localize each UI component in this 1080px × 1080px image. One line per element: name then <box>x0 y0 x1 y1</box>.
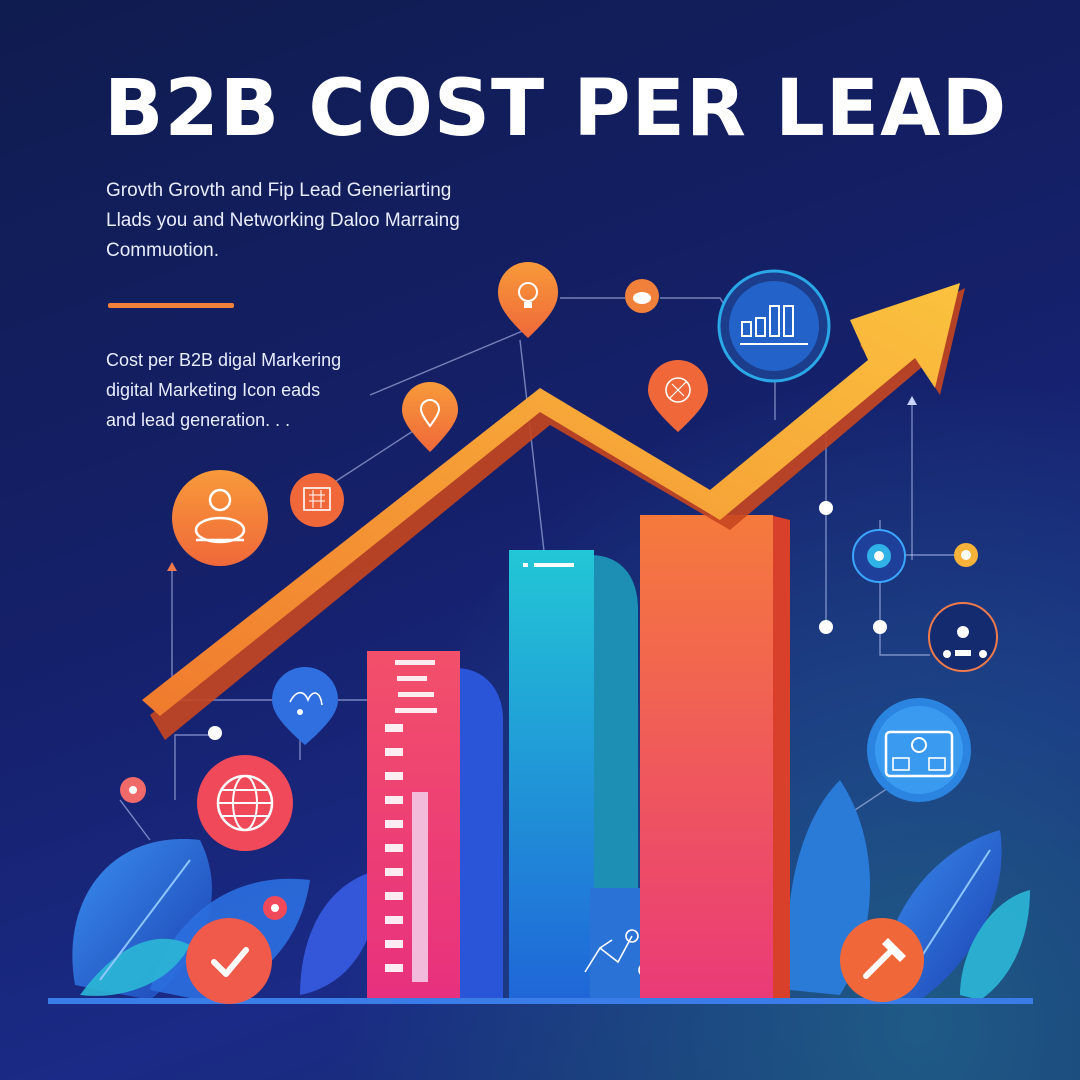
body-text-line: digital Marketing Icon eads <box>106 380 321 400</box>
subtitle-line: Llads you and Networking Daloo Marraing <box>106 210 460 231</box>
checkmark-icon <box>186 918 272 1004</box>
page-title: B2B COST PER LEAD <box>104 64 1008 154</box>
bar-orange <box>640 515 773 1000</box>
globe-icon <box>197 755 293 851</box>
accent-divider <box>108 303 234 308</box>
map-pin-people-icon <box>648 360 708 432</box>
gear-icon <box>625 279 659 313</box>
bar-cyan <box>509 550 594 1000</box>
id-card-icon <box>867 698 971 802</box>
subtitle-line: Commuotion. <box>106 240 219 261</box>
body-text-line: and lead generation. . . <box>106 410 291 430</box>
body-text: Cost per B2B digal Markering digital Mar… <box>106 345 426 435</box>
connector-dots <box>208 501 887 740</box>
body-text-line: Cost per B2B digal Markering <box>106 350 342 370</box>
ground-line <box>48 998 1033 1004</box>
team-icon <box>928 602 998 672</box>
map-pin-people-icon <box>272 667 338 745</box>
target-icon <box>852 529 906 583</box>
map-pin-lightbulb-icon <box>498 262 558 338</box>
arrow-heads-small <box>167 396 917 571</box>
bar-chart-illustration <box>367 515 790 1000</box>
person-icon <box>172 470 268 566</box>
hammer-icon <box>840 918 924 1002</box>
calculator-icon <box>290 473 344 527</box>
bulb-dot-icon <box>954 543 978 567</box>
map-pin-location-icon <box>402 382 458 452</box>
growth-arrow <box>142 283 965 740</box>
small-pin-icon <box>120 777 287 920</box>
bar-chart-icon <box>717 269 831 383</box>
subtitle: Grovth Grovth and Fip Lead Generiarting … <box>106 176 526 266</box>
subtitle-line: Grovth Grovth and Fip Lead Generiarting <box>106 180 452 201</box>
